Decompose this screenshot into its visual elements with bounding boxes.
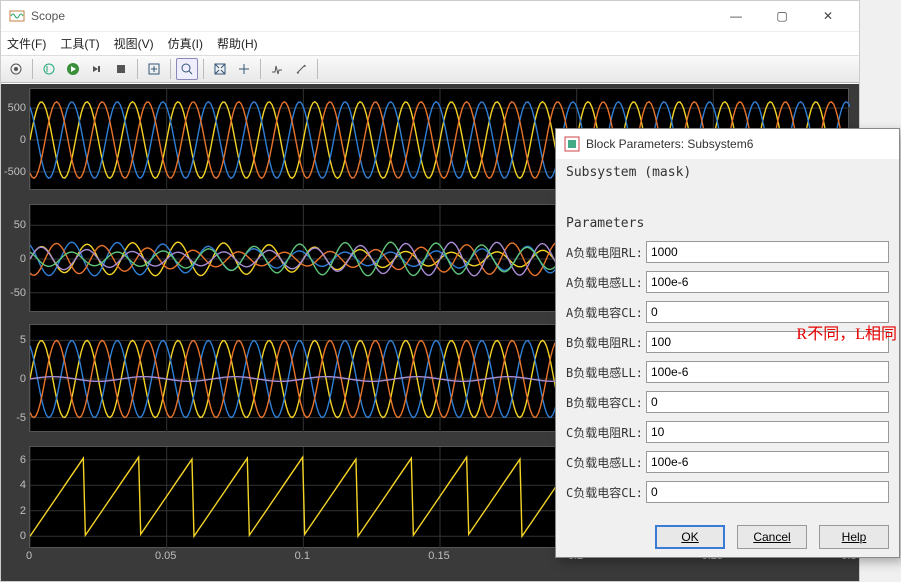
toolbar-settings-icon[interactable] (5, 58, 27, 80)
param-input[interactable] (646, 271, 889, 293)
window-minimize-button[interactable]: — (713, 1, 759, 31)
dialog-button-bar: OK Cancel Help (655, 525, 889, 549)
x-tick-label: 0.1 (295, 550, 310, 562)
parameters-list: A负载电阻RL: A负载电感LL: A负载电容CL: B负载电阻RL: B负载电感LL:… (566, 237, 889, 507)
toolbar-restart-icon[interactable] (38, 58, 60, 80)
param-row: A负载电感LL: (566, 267, 889, 297)
cancel-button[interactable]: Cancel (737, 525, 807, 549)
param-label: B负载电阻RL: (566, 334, 646, 351)
param-input[interactable] (646, 451, 889, 473)
y-tick-label: 2 (20, 505, 26, 517)
x-tick-label: 0.15 (428, 550, 449, 562)
toolbar-run-icon[interactable] (62, 58, 84, 80)
x-tick-label: 0.05 (155, 550, 176, 562)
y-tick-label: -500 (4, 166, 26, 178)
dialog-mask-label: Subsystem (mask) (566, 165, 889, 180)
x-tick-label: 0 (26, 550, 32, 562)
menu-simulation[interactable]: 仿真(I) (168, 35, 203, 52)
menu-help[interactable]: 帮助(H) (217, 35, 258, 52)
y-tick-label: 0 (20, 253, 26, 265)
param-label: A负载电感LL: (566, 274, 646, 291)
scope-toolbar (1, 55, 859, 83)
parameters-header: Parameters (566, 216, 889, 231)
y-tick-label: 6 (20, 454, 26, 466)
param-label: B负载电容CL: (566, 394, 646, 411)
param-label: A负载电容CL: (566, 304, 646, 321)
menu-view[interactable]: 视图(V) (114, 35, 154, 52)
param-row: A负载电阻RL: (566, 237, 889, 267)
toolbar-autoscale-icon[interactable] (209, 58, 231, 80)
toolbar-zoom-in-icon[interactable] (143, 58, 165, 80)
y-tick-label: 500 (8, 102, 26, 114)
y-tick-label: 4 (20, 479, 26, 491)
param-row: C负载电容CL: (566, 477, 889, 507)
param-input[interactable] (646, 241, 889, 263)
param-input[interactable] (646, 361, 889, 383)
ok-button[interactable]: OK (655, 525, 725, 549)
param-label: C负载电感LL: (566, 454, 646, 471)
y-tick-label: 0 (20, 134, 26, 146)
toolbar-step-icon[interactable] (86, 58, 108, 80)
y-tick-label: 5 (20, 334, 26, 346)
y-tick-label: -5 (16, 412, 26, 424)
toolbar-zoom-icon[interactable] (176, 58, 198, 80)
menu-tools[interactable]: 工具(T) (60, 35, 99, 52)
menu-file[interactable]: 文件(F) (7, 35, 46, 52)
param-input[interactable] (646, 481, 889, 503)
y-tick-label: -50 (10, 287, 26, 299)
y-tick-label: 0 (20, 373, 26, 385)
param-label: C负载电阻RL: (566, 424, 646, 441)
param-row: B负载电容CL: (566, 387, 889, 417)
toolbar-triggers-icon[interactable] (266, 58, 288, 80)
dialog-title: Block Parameters: Subsystem6 (586, 137, 753, 151)
param-input[interactable] (646, 391, 889, 413)
param-label: C负载电容CL: (566, 484, 646, 501)
y-tick-label: 0 (20, 530, 26, 542)
param-row: C负载电阻RL: (566, 417, 889, 447)
param-row: B负载电感LL: (566, 357, 889, 387)
toolbar-stop-icon[interactable] (110, 58, 132, 80)
help-button[interactable]: Help (819, 525, 889, 549)
toolbar-cursor-icon[interactable] (233, 58, 255, 80)
param-label: A负载电阻RL: (566, 244, 646, 261)
toolbar-measure-icon[interactable] (290, 58, 312, 80)
param-row: C负载电感LL: (566, 447, 889, 477)
y-tick-label: 50 (14, 219, 26, 231)
scope-icon (9, 8, 25, 24)
param-input[interactable] (646, 421, 889, 443)
dialog-titlebar: Block Parameters: Subsystem6 (556, 129, 899, 159)
dialog-icon (564, 136, 580, 152)
scope-title: Scope (31, 9, 713, 23)
window-maximize-button[interactable]: ▢ (759, 1, 805, 31)
scope-menubar: 文件(F) 工具(T) 视图(V) 仿真(I) 帮助(H) (1, 31, 859, 55)
window-close-button[interactable]: ✕ (805, 1, 851, 31)
param-label: B负载电感LL: (566, 364, 646, 381)
scope-titlebar: Scope — ▢ ✕ (1, 1, 859, 31)
annotation-text: R不同，L相同 (797, 320, 897, 344)
